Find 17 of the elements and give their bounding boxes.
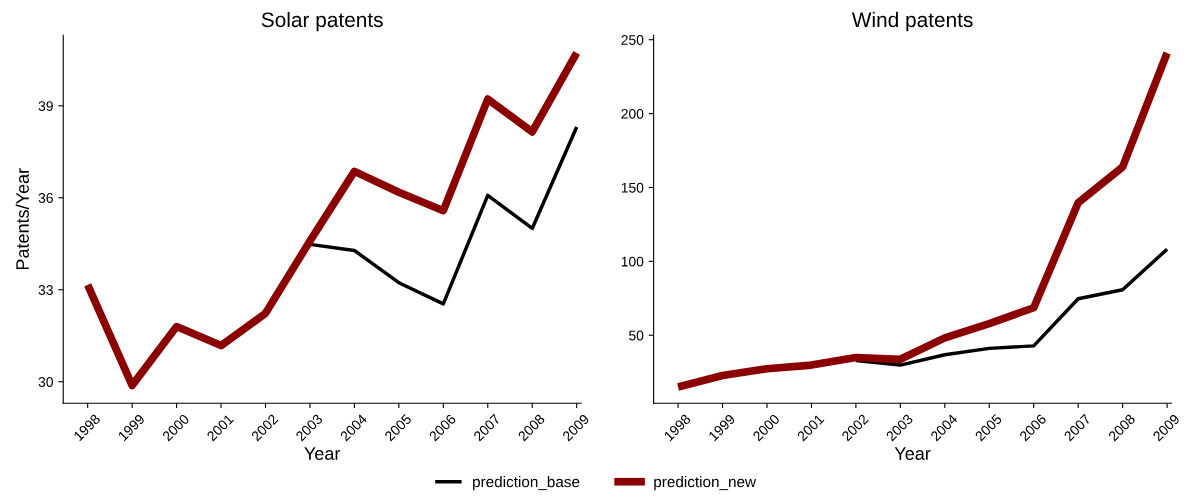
y-tick-label: 100 bbox=[621, 256, 644, 267]
chart-title: Wind patents bbox=[851, 11, 973, 32]
y-tick-label: 30 bbox=[38, 377, 53, 387]
x-axis-title: Year bbox=[304, 447, 341, 460]
chart-title: Solar patents bbox=[261, 11, 383, 32]
line-series bbox=[854, 247, 1169, 367]
y-axis-title: Patents/Year bbox=[15, 168, 29, 270]
y-tick-label: 50 bbox=[629, 330, 644, 341]
legend-label: prediction_base bbox=[473, 476, 580, 491]
y-tick-label: 33 bbox=[38, 285, 53, 295]
legend-label: prediction_new bbox=[654, 476, 757, 491]
y-tick-label: 150 bbox=[621, 182, 644, 193]
y-tick-label: 39 bbox=[38, 101, 53, 111]
x-axis-title: Year bbox=[894, 447, 931, 460]
y-tick-label: 36 bbox=[38, 193, 53, 203]
y-tick-label: 200 bbox=[621, 108, 644, 119]
y-tick-label: 250 bbox=[621, 35, 644, 45]
